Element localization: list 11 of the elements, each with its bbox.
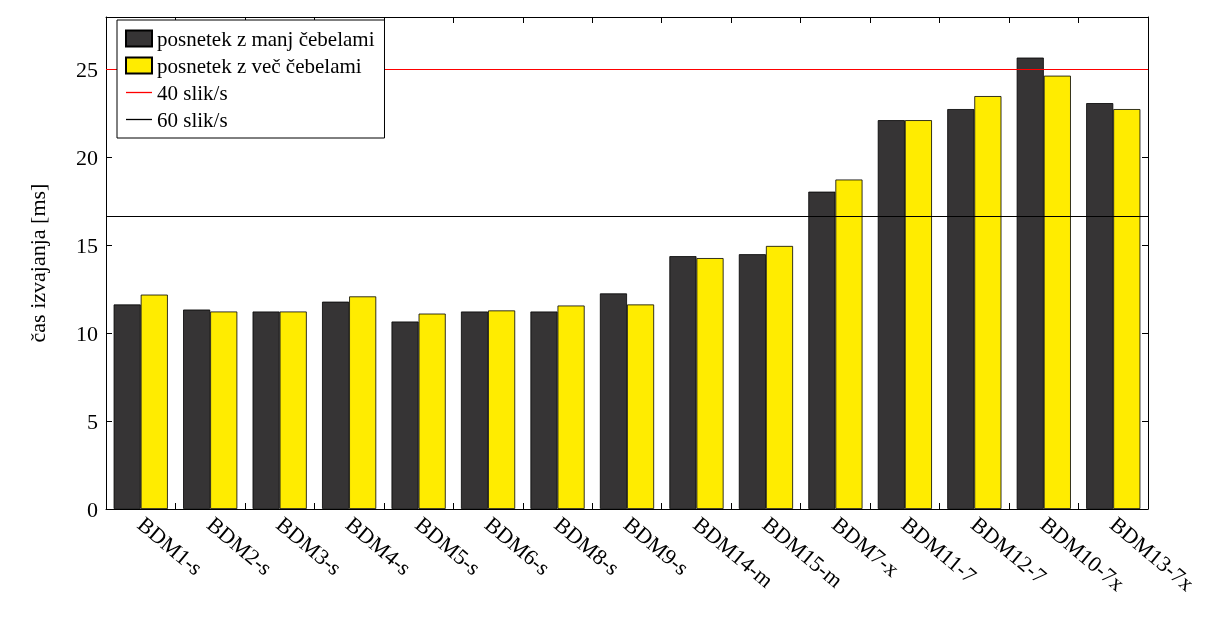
legend-label: posnetek z manj čebelami [157, 26, 375, 51]
legend-label: 40 slik/s [157, 80, 228, 105]
legend-label: posnetek z več čebelami [157, 53, 362, 78]
y-tick-label: 25 [76, 57, 98, 83]
y-tick-label: 5 [87, 408, 98, 434]
y-tick-label: 20 [76, 145, 98, 171]
y-axis-title: čas izvajanja [ms] [24, 183, 50, 343]
y-tick-label: 10 [76, 320, 98, 346]
legend-label: 60 slik/s [157, 107, 228, 132]
y-tick-label: 0 [87, 496, 98, 522]
y-tick-label: 15 [76, 232, 98, 258]
